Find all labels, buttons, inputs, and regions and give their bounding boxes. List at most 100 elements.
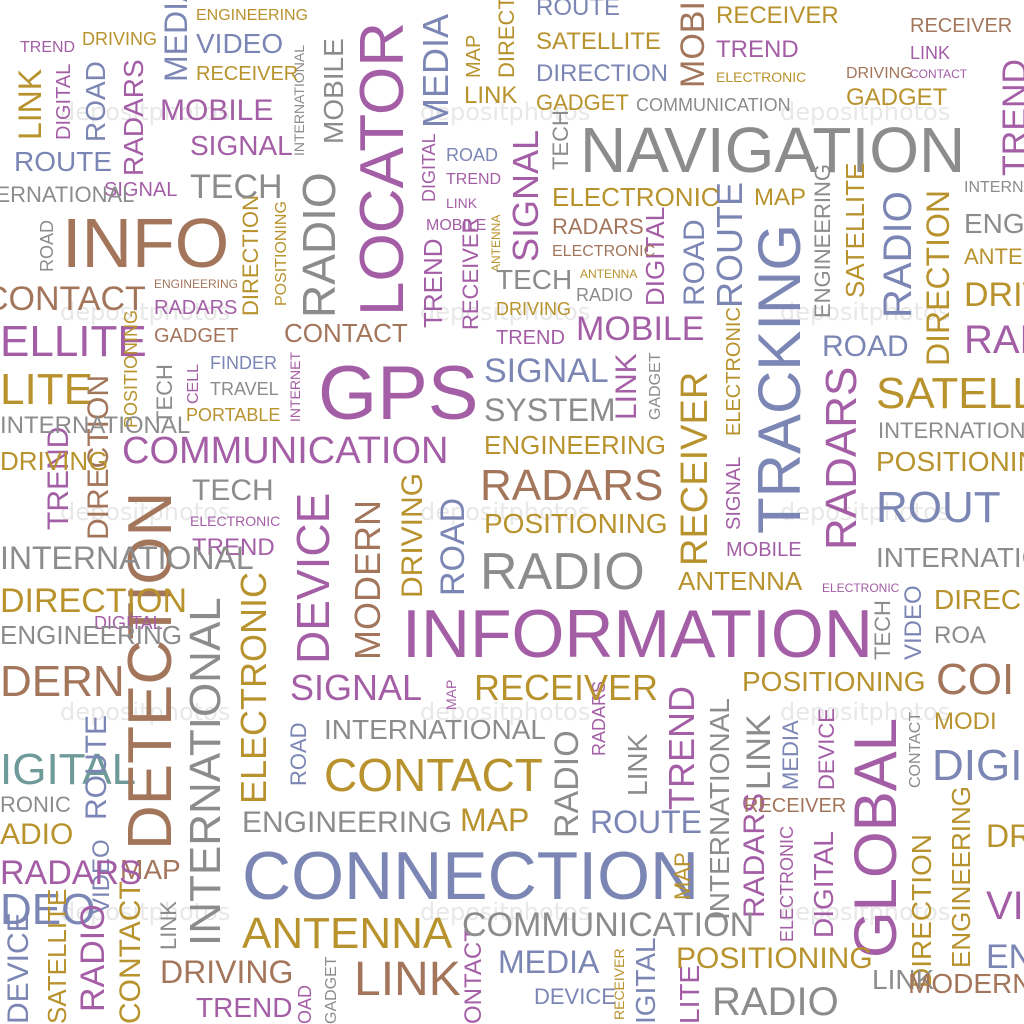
word-route-2: ROUTE (536, 0, 620, 21)
word-positioning-v2: POSITIONING (121, 309, 141, 428)
word-modern-v: MODERN (347, 500, 388, 660)
word-national: INTERNATIONAL (0, 182, 135, 207)
word-contact-3: CONTACT (910, 67, 968, 81)
word-media-1: MEDIA (498, 944, 600, 980)
word-communication-1: COMMUNICATION (636, 95, 791, 115)
word-ction: ADIO (0, 818, 74, 851)
word-antenna-2: ANTENNA (678, 566, 803, 596)
word-road-v3: ROAD (80, 61, 111, 142)
word-link-v5: LINK (156, 901, 181, 950)
word-map-v: MAP (463, 34, 485, 78)
word-media-v3: MEDIA (778, 720, 803, 790)
word-radars-v3: RADARS (118, 59, 149, 176)
word-road-v: ROAD (678, 219, 711, 306)
word-ice-v: DEVICE (2, 912, 35, 1024)
word-media-v2: MEDIA (158, 0, 194, 82)
word-signal-1: SIGNAL (104, 179, 178, 201)
word-driving-3: DRIVING (496, 299, 572, 319)
word-driving-v: DRIVING (396, 472, 429, 598)
word-international-1: INTERNATIONAL (878, 418, 1024, 443)
word-ing: DRIVING (0, 446, 109, 476)
word-driving-4: DRIVING (160, 954, 294, 990)
word-tech-1: TECH (190, 168, 283, 206)
word-direc: DIREC (934, 584, 1022, 615)
word-video-v2: VIDEO (900, 585, 927, 660)
word-dri: DRIVING (986, 818, 1024, 854)
word-direction-1: DIRECTION (536, 60, 668, 87)
word-coi: DRIVI (964, 276, 1024, 314)
word-route-3: ROUTE (590, 804, 702, 840)
word-antenna: ANTENNA (242, 909, 453, 958)
word-travel: TRAVEL (210, 379, 279, 399)
word-link-v3: LINK (12, 68, 48, 140)
word-contact-v2: CONTACT (907, 711, 924, 788)
word-positioning-4: POSITIONING (676, 942, 873, 975)
word-satellite-v: SATELLITE (840, 162, 870, 298)
word-deo: DEO (0, 885, 96, 934)
word-international-v3: INTERNATIONAL (291, 45, 307, 156)
word-signal-v: SIGNAL (505, 129, 546, 262)
word-trend-1: TREND (20, 39, 76, 56)
word-gnal-v: OAD (295, 984, 315, 1024)
word-engineering-2: ENGINEERING (196, 7, 309, 24)
word-link-5: LINK (872, 964, 935, 995)
word-direction-v: DIRECTION (920, 190, 956, 366)
word-receiver-v2: RECEIVER (458, 217, 483, 330)
word-communication: COMMUNICATION (122, 430, 449, 472)
word-mobile-3: MOBILE (576, 310, 705, 348)
word-ional: INTERNATIONAL (0, 412, 191, 439)
word-radars: RADARS (480, 461, 664, 510)
word-link-v: LINK (740, 714, 778, 790)
word-engineering-3: ENGINEERING (484, 430, 667, 460)
word-communication-2: COMMUNICATION (462, 906, 755, 944)
word-contact: CONTACT (324, 749, 543, 801)
word-tech-3: TECH (192, 474, 274, 507)
word-road-2: ROAD (822, 330, 909, 363)
word-mobile-v2: MOBILE (318, 38, 349, 144)
word-contact-1: CONTACT (0, 280, 146, 318)
word-mobile-2: MOBILE (426, 217, 487, 234)
word-digital-v3: DIGITAL (419, 133, 439, 202)
word-tracking: TRACKING (746, 223, 813, 534)
word-gadget-3: GADGET (846, 84, 948, 111)
word-gadget-2: GADGET (536, 90, 629, 115)
word-mobile-1: MOBILE (160, 94, 274, 127)
word-trend-v3: TREND (42, 426, 75, 530)
word-signal-3: SIGNAL (484, 352, 609, 390)
word-direction-v5: DIRECTION (494, 0, 519, 78)
word-video-1: VIDEO (196, 28, 284, 59)
word-receiver-v: RECEIVER (674, 371, 716, 566)
word-positioning-1: POSITIONING (484, 508, 668, 539)
word-road-v5: ROAD (286, 722, 311, 786)
word-map-2: MAP (460, 802, 530, 838)
word-map-v3: MAP (443, 679, 459, 710)
word-driving-1: DRIVING (82, 29, 158, 49)
word-mobile-4: MOBILE (726, 539, 802, 561)
word-road-v2: ROAD (434, 497, 472, 596)
word-electronic-v3: ELECTRONIC (777, 825, 797, 942)
word-radio-v: RADIO (293, 172, 345, 318)
word-signal-2: SIGNAL (190, 130, 293, 161)
word-global: GLOBAL (842, 717, 909, 958)
word-tech-v3: TECH (870, 600, 895, 660)
word-navigation: NAVIGATION (580, 114, 966, 186)
word-digital-v2: DIGITAL (808, 831, 839, 938)
word-radio-2: RADIO (712, 980, 839, 1024)
word-electronic-2: ELECTRONIC (552, 182, 720, 212)
word-info: INFO (62, 204, 230, 282)
word-electronic-5: ELECTRONIC (190, 513, 281, 529)
word-receiver-2: RECEIVER (716, 2, 839, 29)
word-lite: LITE (0, 365, 93, 414)
word-gadget-v2: GADGET (323, 956, 340, 1024)
word-locator: LOCATOR (348, 22, 417, 316)
word-satellite-1: SATELLITE (536, 28, 661, 55)
word-contact-v: CONTACT (114, 881, 147, 1024)
word-portable: PORTABLE (186, 405, 281, 425)
word-positioning-v: POSITIONING (273, 201, 290, 306)
word-positioning-2: POSITIONING (876, 446, 1024, 477)
word-receiver-4: RECEIVER (474, 667, 659, 708)
word-radio-1: RADIO (576, 285, 634, 305)
word-receiver-3: RECEIVER (910, 15, 1013, 37)
word-device-v2: DEVICE (814, 708, 839, 790)
word-direction-v4: DIRECTION (238, 195, 263, 316)
